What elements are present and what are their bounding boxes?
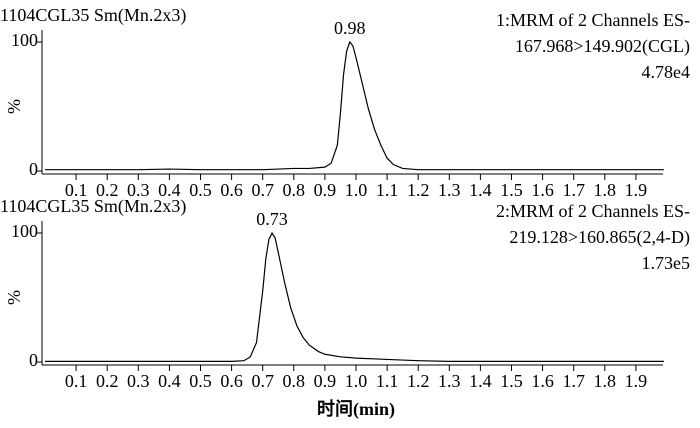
x-tick-label: 0.7 bbox=[251, 371, 274, 391]
channel-info: 4.78e4 bbox=[642, 62, 691, 82]
x-tick-label: 0.3 bbox=[127, 180, 150, 200]
x-tick-label: 0.6 bbox=[220, 371, 243, 391]
x-tick-label: 0.2 bbox=[96, 180, 119, 200]
channel-info: 167.968>149.902(CGL) bbox=[515, 36, 690, 57]
x-tick-label: 0.3 bbox=[127, 371, 150, 391]
x-tick-label: 1.5 bbox=[500, 180, 523, 200]
x-tick-label: 0.7 bbox=[251, 180, 274, 200]
x-tick-label: 1.9 bbox=[625, 371, 648, 391]
panel-title: 1104CGL35 Sm(Mn.2x3) bbox=[0, 196, 186, 217]
peak-label: 0.98 bbox=[334, 18, 366, 38]
x-tick-label: 1.6 bbox=[531, 180, 554, 200]
x-tick-label: 1.7 bbox=[562, 180, 585, 200]
x-tick-label: 1.5 bbox=[500, 371, 523, 391]
channel-info: 1:MRM of 2 Channels ES- bbox=[496, 10, 690, 30]
y-tick-label: 0 bbox=[29, 350, 38, 370]
x-tick-label: 0.6 bbox=[220, 180, 243, 200]
y-tick-label: 100 bbox=[11, 30, 38, 50]
x-tick-label: 1.1 bbox=[376, 180, 399, 200]
x-tick-label: 0.8 bbox=[283, 371, 306, 391]
x-tick-label: 1.1 bbox=[376, 371, 399, 391]
x-tick-label: 0.8 bbox=[283, 180, 306, 200]
x-tick-label: 0.5 bbox=[189, 180, 212, 200]
x-tick-label: 1.3 bbox=[438, 180, 461, 200]
x-tick-label: 1.0 bbox=[345, 180, 368, 200]
x-tick-label: 1.0 bbox=[345, 371, 368, 391]
x-tick-label: 0.4 bbox=[158, 180, 181, 200]
x-tick-label: 1.4 bbox=[469, 180, 492, 200]
x-tick-label: 0.9 bbox=[314, 180, 337, 200]
y-axis-label: % bbox=[4, 99, 24, 114]
peak-label: 0.73 bbox=[256, 209, 288, 229]
x-tick-label: 1.8 bbox=[594, 180, 617, 200]
x-tick-label: 0.1 bbox=[65, 180, 88, 200]
channel-info: 2:MRM of 2 Channels ES- bbox=[496, 201, 690, 221]
x-tick-label: 0.2 bbox=[96, 371, 119, 391]
x-tick-label: 1.4 bbox=[469, 371, 492, 391]
panel-title: 1104CGL35 Sm(Mn.2x3) bbox=[0, 5, 186, 26]
x-tick-label: 0.5 bbox=[189, 371, 212, 391]
y-axis-label: % bbox=[4, 290, 24, 305]
x-tick-label: 0.1 bbox=[65, 371, 88, 391]
y-tick-label: 0 bbox=[29, 159, 38, 179]
x-tick-label: 1.3 bbox=[438, 371, 461, 391]
x-tick-label: 0.4 bbox=[158, 371, 181, 391]
x-axis-label: 时间(min) bbox=[317, 399, 395, 420]
channel-info: 219.128>160.865(2,4-D) bbox=[509, 227, 690, 248]
x-tick-label: 1.8 bbox=[594, 371, 617, 391]
trace bbox=[45, 231, 664, 362]
y-tick-label: 100 bbox=[11, 221, 38, 241]
x-tick-label: 1.6 bbox=[531, 371, 554, 391]
x-tick-label: 0.9 bbox=[314, 371, 337, 391]
x-tick-label: 1.9 bbox=[625, 180, 648, 200]
trace bbox=[45, 40, 664, 171]
channel-info: 1.73e5 bbox=[642, 253, 691, 273]
x-tick-label: 1.2 bbox=[407, 371, 430, 391]
x-tick-label: 1.2 bbox=[407, 180, 430, 200]
x-tick-label: 1.7 bbox=[562, 371, 585, 391]
